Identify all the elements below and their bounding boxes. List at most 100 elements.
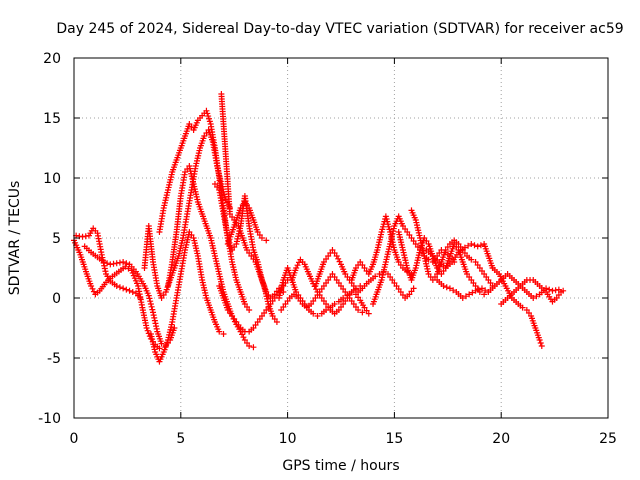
data-point xyxy=(410,285,417,292)
data-point xyxy=(466,291,473,298)
data-point xyxy=(126,287,133,294)
data-point xyxy=(151,314,158,321)
data-point xyxy=(250,344,257,351)
data-point xyxy=(472,287,479,294)
data-point xyxy=(482,287,489,294)
data-point xyxy=(425,256,432,263)
data-point xyxy=(150,312,157,319)
data-point xyxy=(205,113,212,120)
data-point xyxy=(359,309,366,316)
data-point xyxy=(120,285,127,292)
grid-lines xyxy=(74,58,608,418)
data-point xyxy=(519,304,526,311)
data-point xyxy=(537,340,544,346)
data-point xyxy=(158,340,165,347)
data-point xyxy=(143,325,150,331)
data-point xyxy=(450,287,457,294)
data-point xyxy=(120,259,127,265)
y-tick-label: 0 xyxy=(52,291,61,307)
data-point xyxy=(123,260,130,267)
data-point xyxy=(147,298,154,305)
x-tick-label: 5 xyxy=(176,431,185,447)
data-point xyxy=(478,285,485,292)
x-tick-label: 10 xyxy=(279,431,297,447)
y-tick-label: 5 xyxy=(52,231,61,247)
data-point xyxy=(263,237,270,244)
data-point xyxy=(144,327,151,334)
y-tick-label: -10 xyxy=(38,411,61,427)
data-point xyxy=(475,286,482,293)
data-point xyxy=(102,268,109,275)
data-point xyxy=(150,309,157,316)
data-point xyxy=(116,284,123,291)
x-tick-label: 20 xyxy=(492,431,510,447)
data-point xyxy=(331,301,338,307)
data-point xyxy=(146,295,153,302)
data-point xyxy=(125,265,132,272)
data-point xyxy=(98,251,105,258)
chart-title: Day 245 of 2024, Sidereal Day-to-day VTE… xyxy=(56,21,623,37)
data-point xyxy=(469,289,476,296)
y-tick-label: -5 xyxy=(47,351,61,367)
data-point xyxy=(440,283,447,289)
data-point xyxy=(536,337,543,343)
data-point xyxy=(220,331,227,337)
data-point xyxy=(372,273,379,280)
data-point xyxy=(310,310,317,317)
x-axis-label: GPS time / hours xyxy=(282,458,399,474)
y-tick-label: 10 xyxy=(43,171,61,187)
data-point xyxy=(355,307,362,313)
data-point xyxy=(153,325,160,332)
data-point xyxy=(471,242,478,249)
data-point xyxy=(206,118,213,125)
data-point xyxy=(314,313,321,319)
x-tick-label: 15 xyxy=(385,431,403,447)
data-point xyxy=(151,317,158,324)
data-point xyxy=(113,283,120,289)
data-point xyxy=(90,288,97,295)
data-point xyxy=(246,307,253,313)
y-tick-label: 15 xyxy=(43,111,61,127)
data-point xyxy=(468,256,475,263)
data-point xyxy=(533,293,540,300)
data-point xyxy=(104,260,111,267)
data-points xyxy=(71,91,567,365)
data-point xyxy=(446,285,453,292)
data-point xyxy=(313,286,320,293)
data-point xyxy=(258,235,265,241)
data-point xyxy=(123,286,130,293)
data-point xyxy=(558,289,565,295)
data-point xyxy=(273,319,280,325)
data-point xyxy=(240,334,247,341)
x-tick-label: 0 xyxy=(70,431,79,447)
data-point xyxy=(294,262,301,269)
y-axis-label: SDTVAR / TECUs xyxy=(7,181,23,296)
data-point xyxy=(204,110,211,117)
data-point xyxy=(156,345,163,352)
data-point xyxy=(129,289,136,295)
data-point xyxy=(348,289,355,295)
x-tick-label: 25 xyxy=(599,431,617,447)
data-point xyxy=(239,331,246,338)
data-point xyxy=(481,291,488,298)
data-point xyxy=(100,259,107,265)
tick-labels: 0 5 10 15 20 25 -10 -5 0 5 10 15 20 xyxy=(38,51,617,447)
data-point xyxy=(376,271,383,277)
data-point xyxy=(246,343,253,349)
data-point xyxy=(148,303,155,310)
data-point xyxy=(149,306,156,313)
data-point xyxy=(122,263,129,270)
axis-ticks xyxy=(73,57,609,419)
data-point xyxy=(474,243,481,250)
data-point xyxy=(461,244,468,251)
data-point xyxy=(459,295,466,301)
data-point xyxy=(152,320,159,327)
data-point xyxy=(153,323,160,330)
data-point xyxy=(365,310,372,317)
data-point xyxy=(336,258,343,265)
data-point xyxy=(171,325,178,331)
data-point xyxy=(216,328,223,335)
data-point xyxy=(546,286,553,293)
data-point xyxy=(145,292,152,299)
